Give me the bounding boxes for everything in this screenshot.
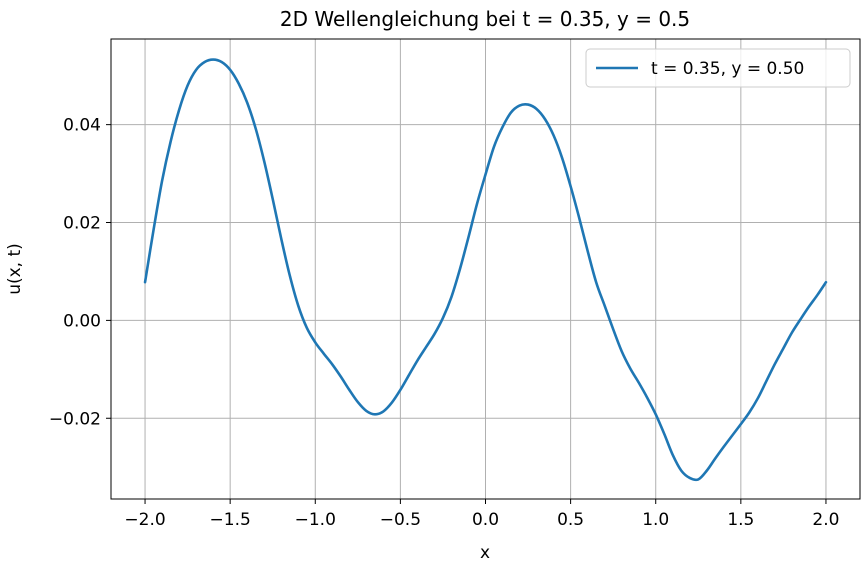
x-tick-label: 0.0: [472, 510, 499, 530]
x-ticks: −2.0 −1.5 −1.0 −0.5 0.0 0.5 1.0 1.5 2.0: [124, 499, 839, 530]
x-tick-label: 0.5: [557, 510, 584, 530]
y-tick-label: 0.04: [63, 116, 101, 136]
series-line: [143, 58, 828, 482]
grid-x: [144, 39, 827, 499]
x-tick-label: −0.5: [380, 510, 421, 530]
legend-box: [585, 48, 851, 88]
x-tick-label: 1.0: [642, 510, 669, 530]
grid-y: [111, 124, 860, 419]
x-tick-label: −1.5: [210, 510, 251, 530]
y-tick-label: −0.02: [49, 409, 101, 429]
y-ticks: −0.02 0.00 0.02 0.04: [49, 116, 111, 429]
series-layer: [143, 58, 828, 482]
y-axis-label: u(x, t): [5, 243, 25, 295]
x-tick-label: −1.0: [295, 510, 336, 530]
y-tick-label: 0.02: [63, 214, 101, 234]
y-tick-label: 0.00: [63, 311, 101, 331]
x-tick-label: −2.0: [124, 510, 165, 530]
x-tick-label: 2.0: [812, 510, 839, 530]
legend-label: t = 0.35, y = 0.50: [651, 59, 804, 79]
x-tick-label: 1.5: [727, 510, 754, 530]
legend: t = 0.35, y = 0.50: [585, 48, 851, 88]
x-axis-label: x: [480, 543, 490, 563]
chart-title: 2D Wellengleichung bei t = 0.35, y = 0.5: [280, 7, 690, 31]
